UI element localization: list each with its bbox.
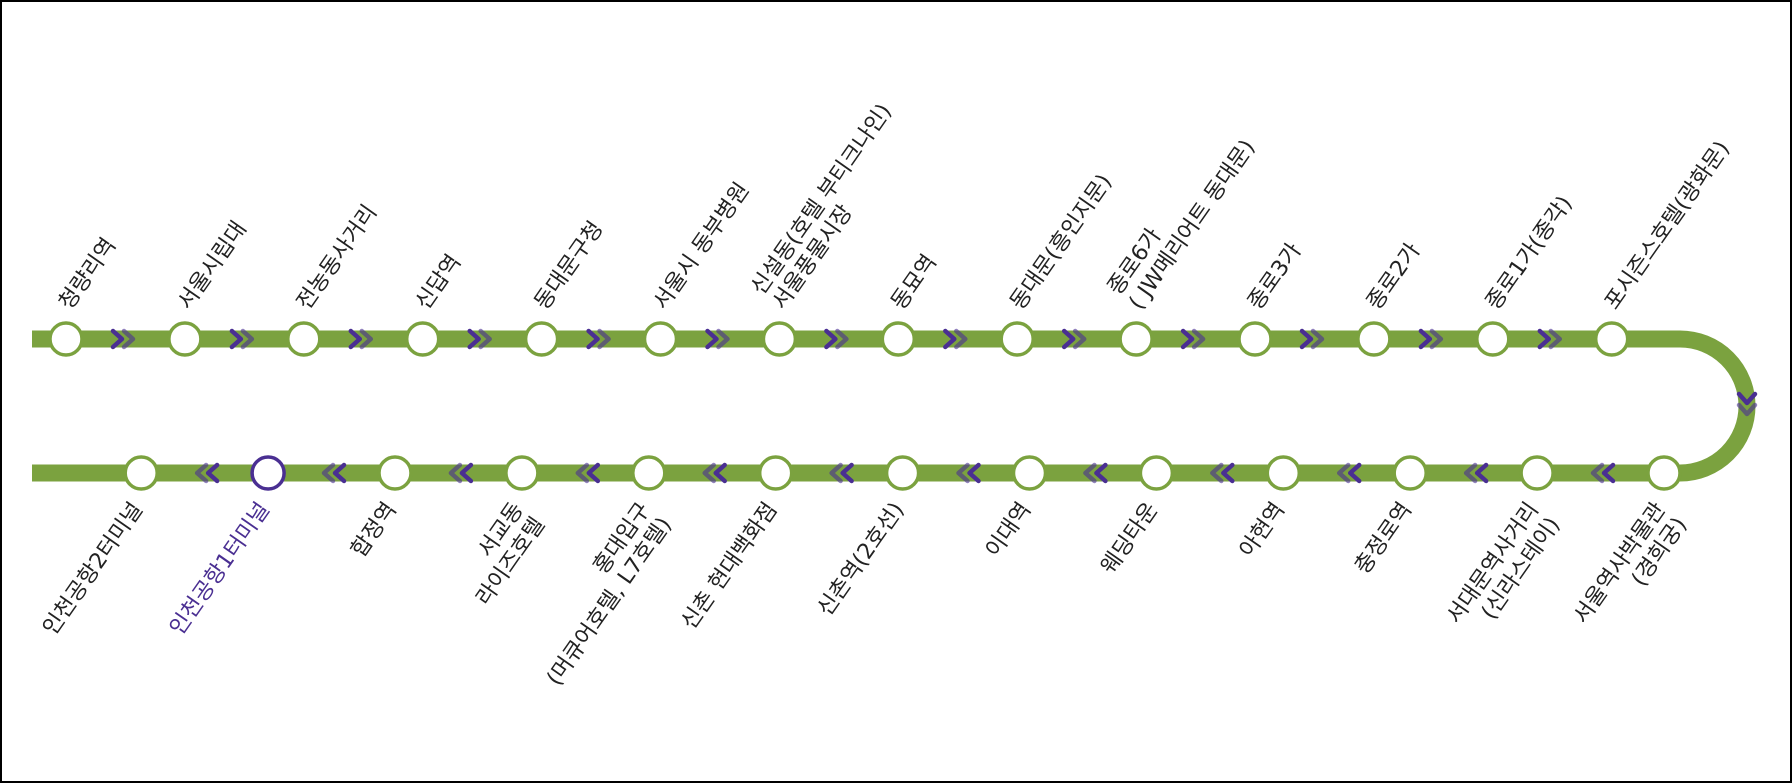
arrow-chevron [467,328,481,350]
arrow-chevron [321,462,336,484]
station-marker [880,321,917,357]
arrow-chevron [840,462,854,484]
arrow-chevron [1072,328,1087,350]
station-marker [1265,455,1302,491]
arrow-chevron [824,328,838,350]
arrow-chevron [1474,462,1489,484]
station-marker [504,455,540,491]
station-marker [999,321,1035,357]
arrow-chevron [1310,328,1325,350]
arrow-chevron [348,328,363,350]
arrow-chevron [1336,462,1351,484]
arrow-chevron [597,328,611,350]
station-marker [1392,455,1428,491]
station-marker [884,455,921,491]
arrow-chevron [1590,462,1605,484]
arrow-chevron [575,462,590,484]
arrow-chevron [1548,328,1563,350]
arrow-chevron [194,462,209,484]
arrow-chevron [713,462,727,484]
arrow-chevron [967,462,981,484]
station-marker [523,321,560,357]
route-line [32,330,1756,482]
station-marker [1118,321,1154,357]
station-marker [167,321,203,357]
station-marker [631,455,667,491]
station-marker [250,455,286,491]
arrow-chevron [1537,328,1552,350]
arrow-chevron [1736,402,1758,417]
arrow-chevron [448,462,463,484]
arrow-chevron [1180,328,1195,350]
station-marker [286,321,322,357]
station-marker [123,455,159,491]
station-marker [1237,321,1273,357]
station-marker [1593,321,1630,357]
arrow-chevron [1601,462,1616,484]
arrow-chevron [705,328,719,350]
station-marker [757,455,794,491]
arrow-chevron [240,328,255,350]
arrow-chevron [1210,462,1224,484]
direction-arrows [110,328,1758,484]
arrow-chevron [1418,328,1433,350]
arrow-chevron [229,328,244,350]
station-marker [1011,455,1048,491]
arrow-chevron [829,462,843,484]
station-marker [1519,455,1555,491]
arrow-chevron [702,462,716,484]
arrow-chevron [1736,391,1758,406]
arrow-chevron [1347,462,1362,484]
arrow-chevron [1463,462,1478,484]
arrow-chevron [121,328,136,350]
arrow-chevron [459,462,474,484]
arrow-chevron [1191,328,1206,350]
arrow-chevron [332,462,347,484]
arrow-chevron [205,462,220,484]
arrow-chevron [835,328,849,350]
station-marker [761,321,798,357]
station-marker [377,455,413,491]
arrow-chevron [586,328,600,350]
station-marker [48,321,84,357]
arrow-chevron [1061,328,1076,350]
arrow-chevron [110,328,125,350]
arrow-chevron [943,328,957,350]
station-marker [1646,455,1682,491]
arrow-chevron [1094,462,1108,484]
station-marker [1138,455,1175,491]
arrow-chevron [586,462,601,484]
station-marker [404,321,441,357]
arrow-chevron [716,328,730,350]
arrow-chevron [1221,462,1235,484]
arrow-chevron [954,328,968,350]
arrow-chevron [1083,462,1097,484]
arrow-chevron [359,328,374,350]
arrow-chevron [1429,328,1444,350]
arrow-chevron [956,462,970,484]
station-marker [642,321,679,357]
station-marker [1356,321,1392,357]
station-marker [1475,321,1511,357]
arrow-chevron [1299,328,1314,350]
arrow-chevron [478,328,492,350]
